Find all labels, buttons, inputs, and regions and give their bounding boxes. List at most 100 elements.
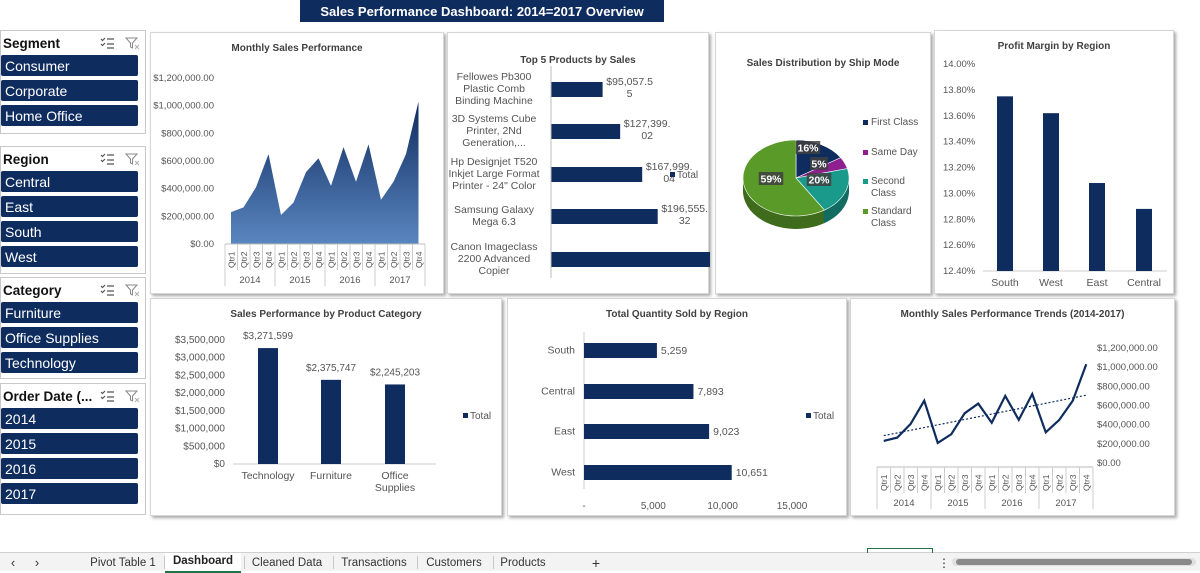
y-tick-label: $800,000.00 (161, 128, 214, 139)
category-label: Printer, 2Nd (466, 125, 522, 137)
data-label: $2,245,203 (370, 367, 420, 378)
top5-products-panel[interactable]: Top 5 Products by Sales Fellowes Pb300 Pl… (447, 32, 790, 294)
quarter-label: Qtr4 (919, 474, 929, 491)
x-tick-label: - (582, 501, 585, 512)
ship-mode-pie-panel[interactable]: Sales Distribution by Ship Mode 16% 5% 20%… (715, 32, 931, 294)
y-tick-label: $200,000.00 (161, 211, 214, 222)
slicer-item[interactable]: Home Office (1, 105, 138, 126)
category-label: 2200 Advanced (458, 253, 531, 265)
category-label: Binding Machine (455, 95, 533, 107)
sheet-tab[interactable]: Customers (426, 557, 482, 569)
bar (385, 384, 405, 464)
slicer-item[interactable]: Corporate (1, 80, 138, 101)
sheet-tab[interactable]: Dashboard (165, 553, 241, 573)
slicer-item[interactable]: Furniture (1, 302, 138, 323)
legend-swatch (863, 120, 868, 125)
category-label: Office (381, 470, 408, 482)
bar (997, 96, 1013, 271)
category-label: West (1039, 277, 1063, 289)
y-tick-label: $1,500,000 (175, 406, 225, 417)
category-label: Fellowes Pb300 (457, 71, 532, 83)
horizontal-scrollbar[interactable] (952, 558, 1196, 566)
slicer-item[interactable]: 2017 (1, 483, 138, 504)
legend-label: Total (677, 170, 698, 181)
category-label: Central (541, 386, 575, 398)
slicer-item[interactable]: East (1, 196, 138, 217)
slicer-header: Segment (1, 31, 145, 55)
slicer-item[interactable]: 2015 (1, 433, 138, 454)
quarter-label: Qtr2 (389, 251, 399, 268)
sales-trend-line-chart: $1,200,000.00 $1,000,000.00 $800,000.00 $60… (876, 343, 1158, 509)
slicer-item[interactable]: 2014 (1, 408, 138, 429)
category-label: Samsung Galaxy (454, 204, 535, 216)
profit-margin-panel[interactable]: Profit Margin by Region 14.00% 13.80% 13.6… (934, 30, 1174, 294)
y-tick-label: $0.00 (190, 239, 214, 250)
monthly-sales-area-panel[interactable]: Monthly Sales Performance $1,200,000.00 $… (150, 32, 444, 294)
add-sheet-icon[interactable]: + (591, 555, 601, 571)
multi-select-icon[interactable] (99, 35, 115, 51)
clear-filter-icon[interactable] (124, 35, 140, 51)
slicer-item[interactable]: 2016 (1, 458, 138, 479)
category-label: Plastic Comb (463, 83, 525, 95)
category-sales-panel[interactable]: Sales Performance by Product Category $3… (150, 298, 502, 516)
sales-trend-panel[interactable]: Monthly Sales Performance Trends (2014-2… (850, 298, 1175, 516)
bar (551, 124, 621, 139)
multi-select-icon[interactable] (99, 151, 115, 167)
slicer-item[interactable]: Central (1, 171, 138, 192)
tab-separator (244, 556, 245, 569)
tab-separator (417, 556, 418, 569)
quantity-region-chart: South 5,259 Central 7,893 East 9,023 West 10,65… (541, 332, 834, 512)
bar (551, 82, 603, 97)
clear-filter-icon[interactable] (124, 388, 140, 404)
y-tick-label: $200,000.00 (1097, 439, 1150, 450)
y-tick-label: 14.00% (943, 59, 976, 70)
chart-title: Sales Distribution by Ship Mode (746, 58, 900, 69)
slicer-2: Region Central East South West (0, 146, 146, 274)
legend-swatch (863, 179, 868, 184)
next-sheet-icon[interactable]: › (34, 555, 40, 570)
scrollbar-thumb[interactable] (956, 559, 1192, 565)
quantity-region-panel[interactable]: Total Quantity Sold by Region South 5,259… (507, 298, 847, 516)
slicer-title: Order Date (... (3, 388, 93, 404)
year-label: 2016 (339, 275, 360, 286)
category-label: Supplies (375, 482, 415, 494)
category-label: East (554, 426, 575, 438)
bar (1089, 183, 1105, 271)
y-tick-label: $0 (214, 459, 226, 470)
category-label: Hp Designjet T520 (451, 156, 538, 168)
y-tick-label: $3,500,000 (175, 335, 225, 346)
slicer-item[interactable]: Office Supplies (1, 327, 138, 348)
category-sales-chart: $3,500,000 $3,000,000 $2,500,000 $2,000,000… (175, 331, 491, 494)
slicer-4: Order Date (... 2014 2015 2016 2017 (0, 383, 146, 515)
legend-label: Class (871, 188, 896, 199)
multi-select-icon[interactable] (99, 388, 115, 404)
slicer-item[interactable]: South (1, 221, 138, 242)
data-label: 04 (663, 173, 675, 185)
more-options-icon[interactable]: ⋮ (938, 556, 950, 570)
quarter-label: Qtr4 (973, 474, 983, 491)
clear-filter-icon[interactable] (124, 151, 140, 167)
slicer-item[interactable]: West (1, 246, 138, 267)
sheet-tab[interactable]: Products (500, 557, 546, 569)
slicer-item[interactable]: Consumer (1, 55, 138, 76)
quarter-label: Qtr2 (289, 251, 299, 268)
legend-swatch (463, 413, 468, 418)
sheet-tab[interactable]: Pivot Table 1 (90, 557, 156, 569)
multi-select-icon[interactable] (99, 282, 115, 298)
clear-filter-icon[interactable] (124, 282, 140, 298)
category-label: Inkjet Large Format (448, 168, 539, 180)
y-tick-label: $0.00 (1097, 458, 1121, 469)
y-tick-label: $1,200,000.00 (1097, 343, 1158, 354)
slicer-1: Segment Consumer Corporate Home Office (0, 30, 146, 134)
sheet-tab[interactable]: Cleaned Data (251, 557, 323, 569)
slicer-item[interactable]: Technology (1, 352, 138, 373)
data-label-box (758, 172, 784, 185)
data-label: 16% (797, 143, 819, 155)
y-tick-label: 13.00% (943, 188, 976, 199)
prev-sheet-icon[interactable]: ‹ (10, 555, 16, 570)
quarter-label: Qtr1 (879, 474, 889, 491)
bar (584, 424, 710, 439)
quarter-label: Qtr4 (414, 251, 424, 268)
sheet-tab[interactable]: Transactions (341, 557, 407, 569)
